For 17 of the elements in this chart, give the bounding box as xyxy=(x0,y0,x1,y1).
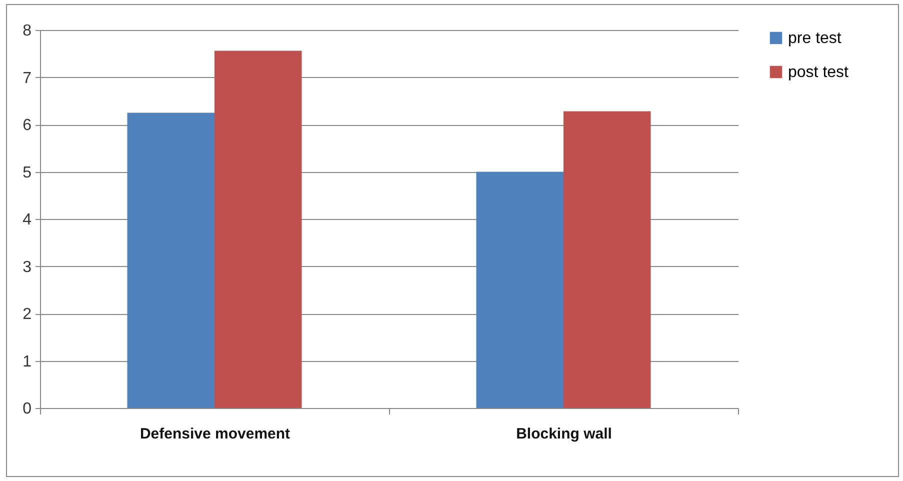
y-tick-label: 5 xyxy=(22,164,32,182)
y-tick-label: 1 xyxy=(22,353,32,370)
y-tick-label: 0 xyxy=(22,400,32,418)
y-tick-label: 7 xyxy=(22,70,32,87)
y-tick-label: 2 xyxy=(22,306,32,323)
y-tick-label: 3 xyxy=(22,258,32,276)
y-tick-label: 6 xyxy=(22,117,32,134)
legend-label: post test xyxy=(788,64,850,81)
x-tick-label: Defensive movement xyxy=(140,426,290,442)
legend-label: pre test xyxy=(788,30,842,47)
y-tick-label: 8 xyxy=(22,22,32,40)
bar xyxy=(214,50,302,408)
bar xyxy=(564,111,651,408)
bar xyxy=(476,172,564,408)
y-tick-label: 4 xyxy=(22,212,32,228)
x-tick-label: Blocking wall xyxy=(516,426,612,442)
bar xyxy=(127,112,214,408)
